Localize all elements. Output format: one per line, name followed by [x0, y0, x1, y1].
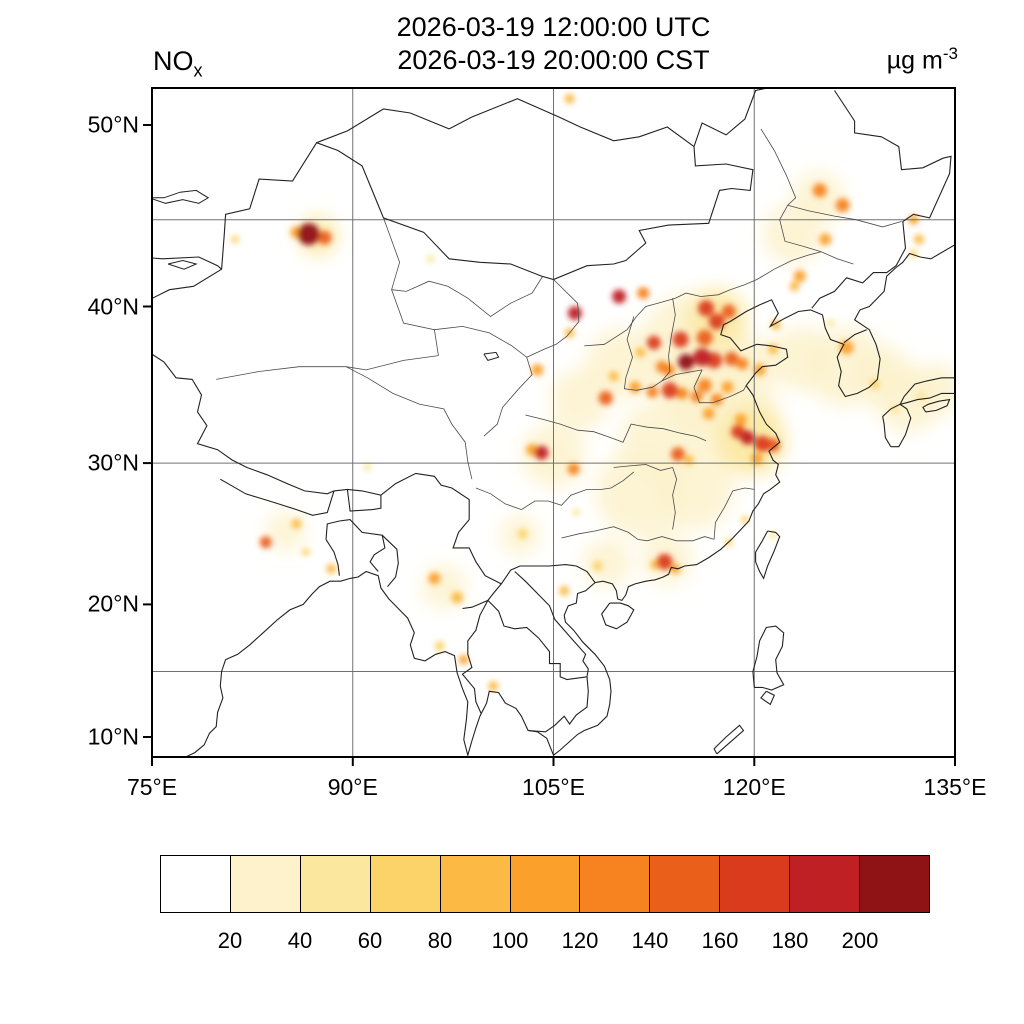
species-subscript: x [193, 60, 203, 81]
colorbar-tick-label: 200 [841, 928, 879, 953]
colorbar-tick-label: 40 [287, 928, 313, 953]
colorbar-tick-label: 140 [631, 928, 669, 953]
title-line-utc: 2026-03-19 12:00:00 UTC [396, 12, 711, 42]
units-text: µg m [886, 46, 943, 75]
lon-tick-label: 75°E [126, 774, 178, 800]
figure-title: 2026-03-19 12:00:00 UTC 2026-03-19 20:00… [152, 11, 955, 77]
colorbar-tick-label: 120 [561, 928, 599, 953]
species-label: NOx [153, 46, 203, 81]
country-borders [152, 88, 952, 733]
lat-tick-label: 30°N [87, 449, 139, 476]
colorbar-box [439, 855, 511, 913]
colorbar-box [719, 855, 791, 913]
lat-tick-label: 50°N [87, 111, 139, 138]
coastlines [186, 244, 955, 757]
colorbar-tick-label: 80 [427, 928, 453, 953]
colorbar [160, 855, 930, 913]
pollution-hotspots [231, 93, 927, 692]
colorbar-box [160, 855, 231, 913]
colorbar-box [859, 855, 930, 913]
title-line-cst: 2026-03-19 20:00:00 CST [397, 45, 710, 75]
map-plot-area [152, 88, 955, 757]
units-label: µg m-3 [887, 44, 958, 75]
lon-tick-label: 105°E [522, 774, 585, 800]
colorbar-tick-label: 20 [217, 928, 243, 953]
lon-tick-label: 90°E [327, 774, 378, 800]
species-text: NO [153, 46, 194, 76]
colorbar-box [579, 855, 651, 913]
lat-tick-label: 20°N [87, 590, 139, 617]
colorbar-tick-label: 100 [491, 928, 529, 953]
lon-tick-label: 120°E [722, 774, 786, 800]
colorbar-box [369, 855, 441, 913]
axis-ticks [143, 124, 956, 766]
lat-tick-label: 40°N [87, 293, 139, 320]
lat-tick-label: 10°N [87, 723, 139, 750]
colorbar-box [299, 855, 371, 913]
province-borders [216, 128, 902, 542]
colorbar-box [789, 855, 861, 913]
lon-tick-label: 135°E [923, 774, 987, 800]
colorbar-box [229, 855, 301, 913]
units-exponent: -3 [942, 44, 958, 63]
lakes [152, 189, 500, 361]
colorbar-tick-label: 180 [771, 928, 809, 953]
colorbar-box [509, 855, 581, 913]
colorbar-tick-label: 160 [701, 928, 739, 953]
colorbar-box [649, 855, 721, 913]
colorbar-tick-label: 60 [357, 928, 383, 953]
